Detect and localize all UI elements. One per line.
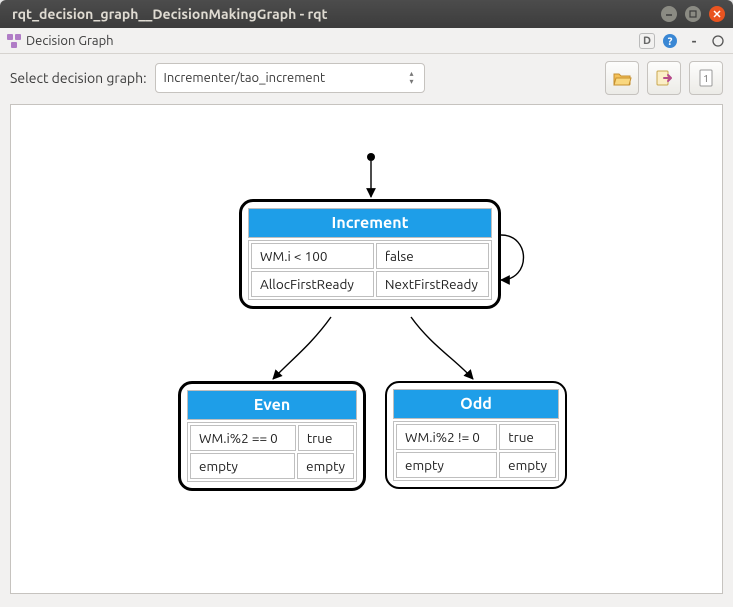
folder-open-icon: [612, 68, 632, 88]
plugin-header: Decision Graph D ? -: [0, 28, 733, 54]
svg-text:1: 1: [703, 73, 709, 84]
maximize-button[interactable]: [685, 6, 701, 22]
node-cell: empty: [297, 453, 354, 479]
select-label: Select decision graph:: [10, 70, 147, 86]
node-title: Increment: [248, 208, 492, 238]
toolbar: Select decision graph: Incrementer/tao_i…: [0, 54, 733, 102]
node-table: WM.i%2 == 0trueemptyempty: [187, 422, 357, 482]
node-row: emptyempty: [190, 453, 354, 479]
node-cell: empty: [396, 452, 497, 478]
plugin-title: Decision Graph: [26, 34, 114, 48]
node-cell: NextFirstReady: [376, 271, 489, 297]
node-table: WM.i < 100falseAllocFirstReadyNextFirstR…: [248, 240, 492, 300]
start-node: [367, 153, 375, 161]
close-panel-button[interactable]: [709, 32, 727, 50]
open-folder-button[interactable]: [605, 61, 639, 95]
node-title: Odd: [393, 389, 559, 419]
minimize-panel-button[interactable]: -: [685, 32, 703, 50]
node-cell: true: [298, 425, 354, 451]
window-buttons: [661, 6, 725, 22]
graph-edges: [11, 105, 722, 593]
dock-button[interactable]: D: [639, 33, 655, 49]
node-cell: true: [499, 424, 556, 450]
node-table: WM.i%2 != 0trueemptyempty: [393, 421, 559, 481]
export-icon: [654, 68, 674, 88]
fit-view-button[interactable]: 1: [689, 61, 723, 95]
graph-node-increment[interactable]: IncrementWM.i < 100falseAllocFirstReadyN…: [239, 199, 501, 309]
combo-value: Incrementer/tao_increment: [164, 71, 326, 85]
node-row: emptyempty: [396, 452, 556, 478]
minimize-button[interactable]: [661, 6, 677, 22]
node-cell: WM.i%2 == 0: [190, 425, 296, 451]
page-one-icon: 1: [696, 68, 716, 88]
node-title: Even: [187, 390, 357, 420]
graph-select-combo[interactable]: Incrementer/tao_increment ▴▾: [155, 63, 425, 93]
app-icon: [6, 33, 22, 49]
node-row: WM.i < 100false: [251, 243, 489, 269]
node-cell: empty: [499, 452, 556, 478]
graph-node-odd[interactable]: OddWM.i%2 != 0trueemptyempty: [385, 381, 567, 489]
app-window: rqt_decision_graph__DecisionMakingGraph …: [0, 0, 733, 607]
node-cell: WM.i < 100: [251, 243, 374, 269]
combo-spinner-icon: ▴▾: [404, 66, 420, 90]
node-row: WM.i%2 == 0true: [190, 425, 354, 451]
node-cell: WM.i%2 != 0: [396, 424, 497, 450]
node-row: AllocFirstReadyNextFirstReady: [251, 271, 489, 297]
node-cell: false: [376, 243, 489, 269]
export-button[interactable]: [647, 61, 681, 95]
graph-canvas[interactable]: IncrementWM.i < 100falseAllocFirstReadyN…: [10, 104, 723, 594]
graph-node-even[interactable]: EvenWM.i%2 == 0trueemptyempty: [178, 381, 366, 491]
window-title: rqt_decision_graph__DecisionMakingGraph …: [8, 6, 661, 22]
node-row: WM.i%2 != 0true: [396, 424, 556, 450]
close-button[interactable]: [709, 6, 725, 22]
node-cell: AllocFirstReady: [251, 271, 374, 297]
node-cell: empty: [190, 453, 295, 479]
title-bar[interactable]: rqt_decision_graph__DecisionMakingGraph …: [0, 0, 733, 28]
help-icon[interactable]: ?: [661, 32, 679, 50]
svg-text:?: ?: [668, 36, 673, 48]
